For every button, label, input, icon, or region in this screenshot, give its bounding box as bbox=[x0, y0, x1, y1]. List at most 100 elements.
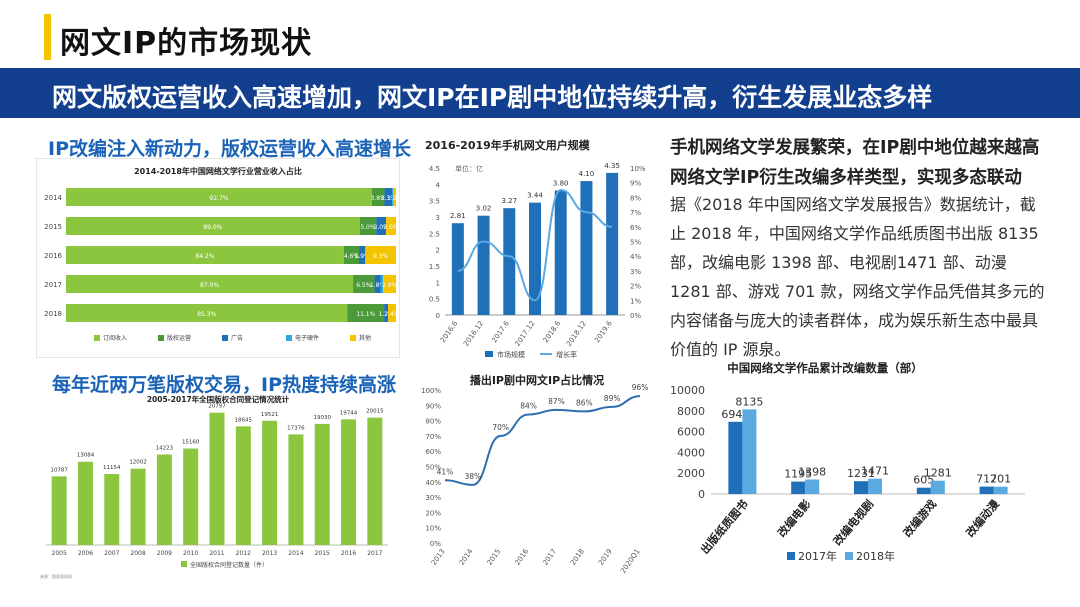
data-label: 84.2% bbox=[195, 253, 214, 260]
x-tick-label: 2009 bbox=[157, 550, 172, 557]
x-tick-label: 2016.6 bbox=[439, 319, 460, 344]
bar bbox=[235, 426, 251, 545]
x-tick-label: 2007 bbox=[104, 550, 119, 557]
growth-line bbox=[457, 189, 613, 302]
data-label: 11154 bbox=[103, 465, 121, 471]
bar bbox=[742, 409, 757, 494]
x-tick-label: 2016 bbox=[341, 550, 356, 557]
chart-revenue: 2014-2018年中国网络文学行业营业收入占比 2014 92.7% 3.8%2.3… bbox=[36, 158, 400, 358]
y2-tick-label: 5% bbox=[630, 239, 641, 247]
data-label: 10787 bbox=[50, 467, 68, 473]
x-tick-label: 2015 bbox=[486, 548, 503, 567]
bar-segment bbox=[393, 188, 396, 206]
bar bbox=[288, 434, 304, 545]
legend-swatch bbox=[181, 561, 187, 567]
bar-segment bbox=[384, 188, 393, 206]
legend-swatch bbox=[286, 335, 292, 341]
y-tick-label: 2016 bbox=[44, 252, 62, 260]
data-label: 38% bbox=[465, 472, 482, 481]
data-label: 1.2% bbox=[387, 195, 400, 202]
bar bbox=[183, 448, 199, 545]
bar-segment bbox=[380, 275, 384, 293]
legend-label: 全国版权合同登记数量（件） bbox=[190, 561, 268, 569]
x-tick-label: 2016.12 bbox=[462, 320, 485, 348]
section-title-revenue: IP改编注入新动力，版权运营收入高速增长 bbox=[48, 138, 411, 160]
bar bbox=[979, 486, 994, 494]
legend-swatch bbox=[94, 335, 100, 341]
y-tick-label: 4.5 bbox=[429, 165, 440, 173]
data-label: 1231 bbox=[847, 467, 875, 480]
data-label: 86% bbox=[576, 398, 593, 407]
legend-label: 2017年 bbox=[798, 549, 837, 563]
chart-title: 播出IP剧中网文IP占比情况 bbox=[470, 373, 604, 387]
right-heading-2: 网络文学IP衍生改编多样类型，实现多态联动 bbox=[670, 168, 1022, 188]
x-tick-label: 2013 bbox=[262, 550, 277, 557]
bar-segment bbox=[384, 304, 389, 322]
y-tick-label: 2.5 bbox=[429, 230, 440, 238]
y2-tick-label: 0% bbox=[630, 312, 641, 320]
bar-segment bbox=[388, 304, 396, 322]
data-label: 2.4% bbox=[384, 311, 400, 318]
legend-label: 2018年 bbox=[856, 549, 895, 563]
x-tick-label: 2014 bbox=[288, 550, 303, 557]
y-tick-label: 70% bbox=[425, 433, 441, 441]
data-label: 87% bbox=[548, 397, 565, 406]
y2-tick-label: 6% bbox=[630, 224, 641, 232]
y2-tick-label: 8% bbox=[630, 194, 641, 202]
x-tick-label: 2017.6 bbox=[490, 319, 511, 344]
y-tick-label: 2000 bbox=[677, 467, 705, 480]
x-tick-label: 2014 bbox=[458, 547, 475, 567]
x-tick-label: 出版纸质图书 bbox=[698, 497, 751, 557]
bar bbox=[916, 487, 931, 494]
data-label: 1.8% bbox=[370, 282, 386, 289]
data-label: 41% bbox=[437, 467, 454, 476]
bar bbox=[209, 412, 225, 545]
x-tick-label: 2005 bbox=[52, 550, 67, 557]
bar bbox=[930, 480, 945, 494]
data-label: 2.9% bbox=[382, 282, 398, 289]
bar-segment bbox=[347, 304, 385, 322]
y-tick-label: 90% bbox=[425, 402, 441, 410]
y-tick-label: 3 bbox=[436, 214, 440, 222]
headline-banner bbox=[0, 68, 1080, 118]
x-tick-label: 2013 bbox=[430, 548, 447, 567]
data-label: 3.02 bbox=[476, 205, 492, 213]
x-tick-label: 2010 bbox=[183, 550, 198, 557]
data-label: 13084 bbox=[77, 453, 95, 459]
x-tick-label: 2012 bbox=[236, 550, 251, 557]
data-label: 605 bbox=[913, 474, 934, 487]
x-tick-label: 改编动漫 bbox=[963, 496, 1003, 539]
bar-segment bbox=[376, 217, 387, 235]
x-tick-label: 改编电视剧 bbox=[830, 497, 876, 548]
y-tick-label: 0.5 bbox=[429, 296, 440, 304]
y-tick-label: 8000 bbox=[677, 405, 705, 418]
y-tick-label: 3.5 bbox=[429, 198, 440, 206]
legend-label: 市场规模 bbox=[497, 350, 525, 359]
bar bbox=[77, 461, 93, 545]
bar bbox=[341, 419, 357, 545]
x-tick-label: 2018 bbox=[569, 548, 586, 567]
data-label: 70% bbox=[492, 423, 509, 432]
data-label: 3.8% bbox=[371, 195, 387, 202]
y2-tick-label: 9% bbox=[630, 180, 641, 188]
bar bbox=[868, 478, 882, 494]
y-tick-label: 60% bbox=[425, 448, 441, 456]
x-tick-label: 2011 bbox=[209, 550, 224, 557]
legend-swatch bbox=[158, 335, 164, 341]
bar bbox=[606, 172, 619, 315]
y-tick-label: 10% bbox=[425, 525, 441, 533]
y-tick-label: 30% bbox=[425, 494, 441, 502]
data-label: 2.81 bbox=[450, 212, 466, 220]
data-label: 12002 bbox=[129, 460, 147, 466]
data-label: 2.3% bbox=[381, 195, 397, 202]
y-tick-label: 2018 bbox=[44, 310, 62, 318]
data-label: 8135 bbox=[735, 395, 763, 408]
x-tick-label: 2019 bbox=[597, 548, 614, 567]
legend-swatch bbox=[350, 335, 356, 341]
data-label: 3.27 bbox=[501, 197, 517, 205]
data-label: 18645 bbox=[235, 417, 253, 423]
bar-segment bbox=[374, 275, 381, 293]
y-tick-label: 1.5 bbox=[429, 263, 440, 271]
x-tick-label: 2015 bbox=[315, 550, 330, 557]
right-heading-1: 手机网络文学发展繁荣，在IP剧中地位越来越高 bbox=[670, 138, 1040, 158]
